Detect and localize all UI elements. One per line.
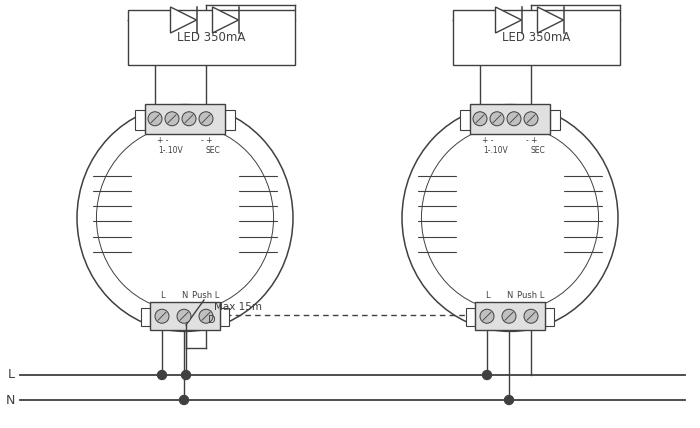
Circle shape: [199, 112, 213, 126]
Text: - +: - +: [202, 136, 213, 145]
Ellipse shape: [77, 104, 293, 331]
Circle shape: [490, 112, 504, 126]
Circle shape: [507, 112, 521, 126]
Circle shape: [148, 112, 162, 126]
Text: L: L: [160, 291, 164, 300]
Text: + -: + -: [482, 136, 493, 145]
Polygon shape: [171, 7, 197, 33]
Circle shape: [502, 309, 516, 323]
Bar: [220, 308, 229, 326]
Text: D: D: [208, 315, 216, 325]
Bar: [135, 110, 145, 130]
Bar: [460, 110, 470, 130]
Text: SEC: SEC: [206, 146, 220, 155]
Bar: [150, 302, 220, 330]
Bar: [545, 308, 554, 326]
Circle shape: [182, 112, 196, 126]
Circle shape: [177, 309, 191, 323]
Text: 1-.10V: 1-.10V: [484, 146, 508, 155]
Bar: [225, 110, 235, 130]
Circle shape: [524, 112, 538, 126]
Bar: [141, 308, 150, 326]
Polygon shape: [538, 7, 564, 33]
Text: - +: - +: [526, 136, 538, 145]
Text: LED 350mA: LED 350mA: [177, 31, 246, 44]
Text: + -: + -: [158, 136, 169, 145]
Bar: [453, 10, 620, 65]
Circle shape: [155, 309, 169, 323]
Bar: [470, 104, 550, 134]
Circle shape: [524, 309, 538, 323]
Text: Push L: Push L: [517, 291, 545, 300]
Text: LED 350mA: LED 350mA: [503, 31, 570, 44]
Circle shape: [158, 371, 167, 380]
Bar: [475, 302, 545, 330]
Bar: [145, 104, 225, 134]
Text: N: N: [506, 291, 512, 300]
Text: SEC: SEC: [531, 146, 545, 155]
Circle shape: [179, 395, 188, 404]
Bar: [466, 308, 475, 326]
Bar: [128, 10, 295, 65]
Polygon shape: [496, 7, 522, 33]
Text: Max 15m: Max 15m: [214, 302, 262, 312]
Circle shape: [181, 371, 190, 380]
Circle shape: [505, 395, 514, 404]
Text: N: N: [181, 291, 187, 300]
Text: 1-.10V: 1-.10V: [159, 146, 183, 155]
Text: L: L: [8, 369, 15, 381]
Circle shape: [482, 371, 491, 380]
Circle shape: [199, 309, 213, 323]
Polygon shape: [213, 7, 239, 33]
Circle shape: [165, 112, 179, 126]
Ellipse shape: [402, 104, 618, 331]
Circle shape: [473, 112, 487, 126]
Text: N: N: [6, 393, 15, 407]
Bar: [550, 110, 560, 130]
Text: L: L: [484, 291, 489, 300]
Text: Push L: Push L: [193, 291, 220, 300]
Circle shape: [480, 309, 494, 323]
